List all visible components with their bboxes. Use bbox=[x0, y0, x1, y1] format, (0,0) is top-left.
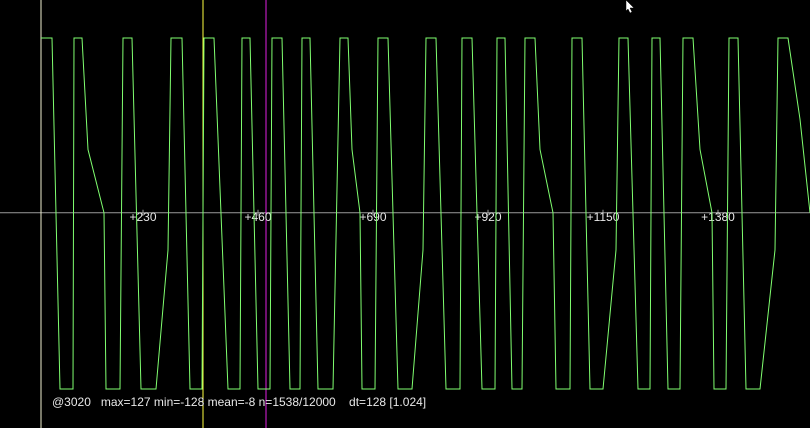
x-tick-label: +920 bbox=[474, 210, 501, 224]
x-tick-label: +460 bbox=[244, 210, 271, 224]
x-tick-label: +690 bbox=[359, 210, 386, 224]
x-tick-label: +230 bbox=[129, 210, 156, 224]
x-tick-label: +1380 bbox=[701, 210, 735, 224]
status-line: @3020 max=127 min=-128 mean=-8 n=1538/12… bbox=[52, 395, 426, 409]
mouse-pointer bbox=[625, 0, 635, 14]
waveform bbox=[41, 37, 810, 390]
x-tick-label: +1150 bbox=[587, 210, 620, 224]
